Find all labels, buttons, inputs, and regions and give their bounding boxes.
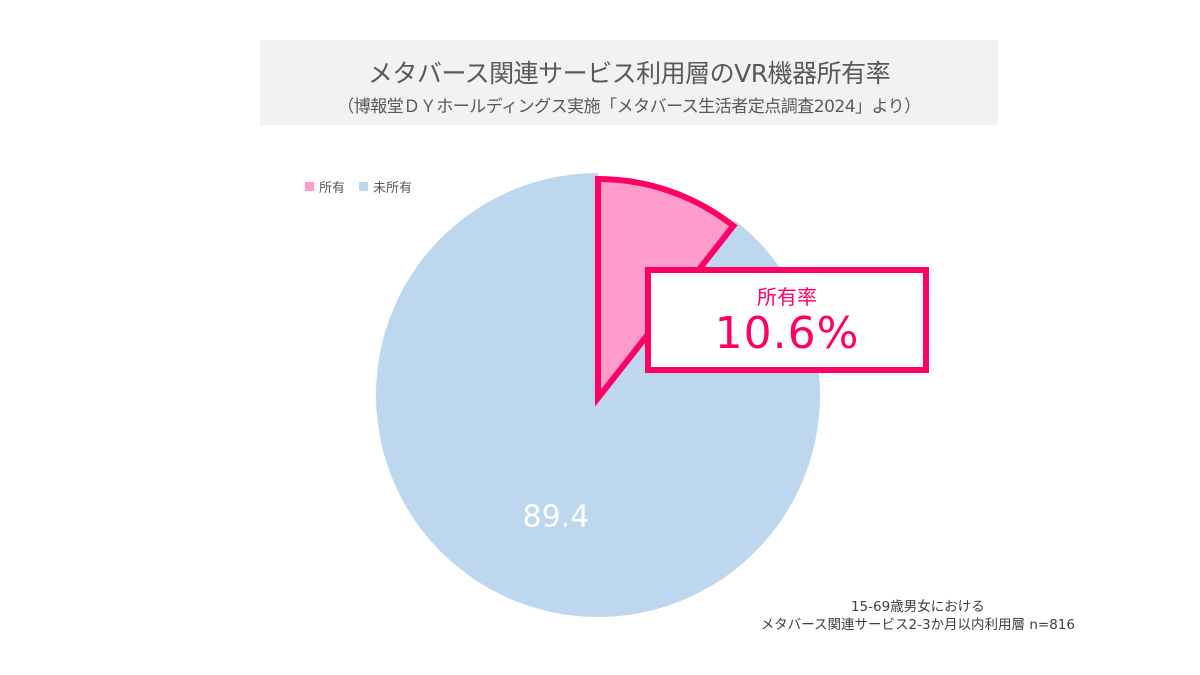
data-label-not-owned: 89.4 [523, 500, 590, 535]
note-line-2: メタバース関連サービス2-3か月以内利用層 n=816 [760, 617, 1075, 633]
legend-label-owned: 所有 [319, 181, 346, 196]
callout-value: 10.6% [714, 308, 860, 359]
callout-label: 所有率 [757, 285, 817, 309]
chart-title: メタバース関連サービス利用層のVR機器所有率 [367, 59, 891, 88]
note-line-1: 15-69歳男女における [850, 599, 985, 615]
callout-box: 所有率 10.6% [645, 267, 929, 373]
chart-subtitle: （博報堂ＤＹホールディングス実施「メタバース生活者定点調査2024」より） [337, 97, 921, 117]
sample-note: 15-69歳男女における メタバース関連サービス2-3か月以内利用層 n=816 [761, 598, 1075, 634]
legend-item-not-owned: 未所有 [359, 177, 412, 196]
title-box: メタバース関連サービス利用層のVR機器所有率 （博報堂ＤＹホールディングス実施「… [260, 40, 998, 125]
legend: 所有 未所有 [305, 177, 412, 196]
legend-item-owned: 所有 [305, 177, 345, 196]
legend-swatch-owned [305, 182, 314, 191]
legend-label-not-owned: 未所有 [373, 181, 413, 196]
legend-swatch-not-owned [359, 182, 369, 191]
